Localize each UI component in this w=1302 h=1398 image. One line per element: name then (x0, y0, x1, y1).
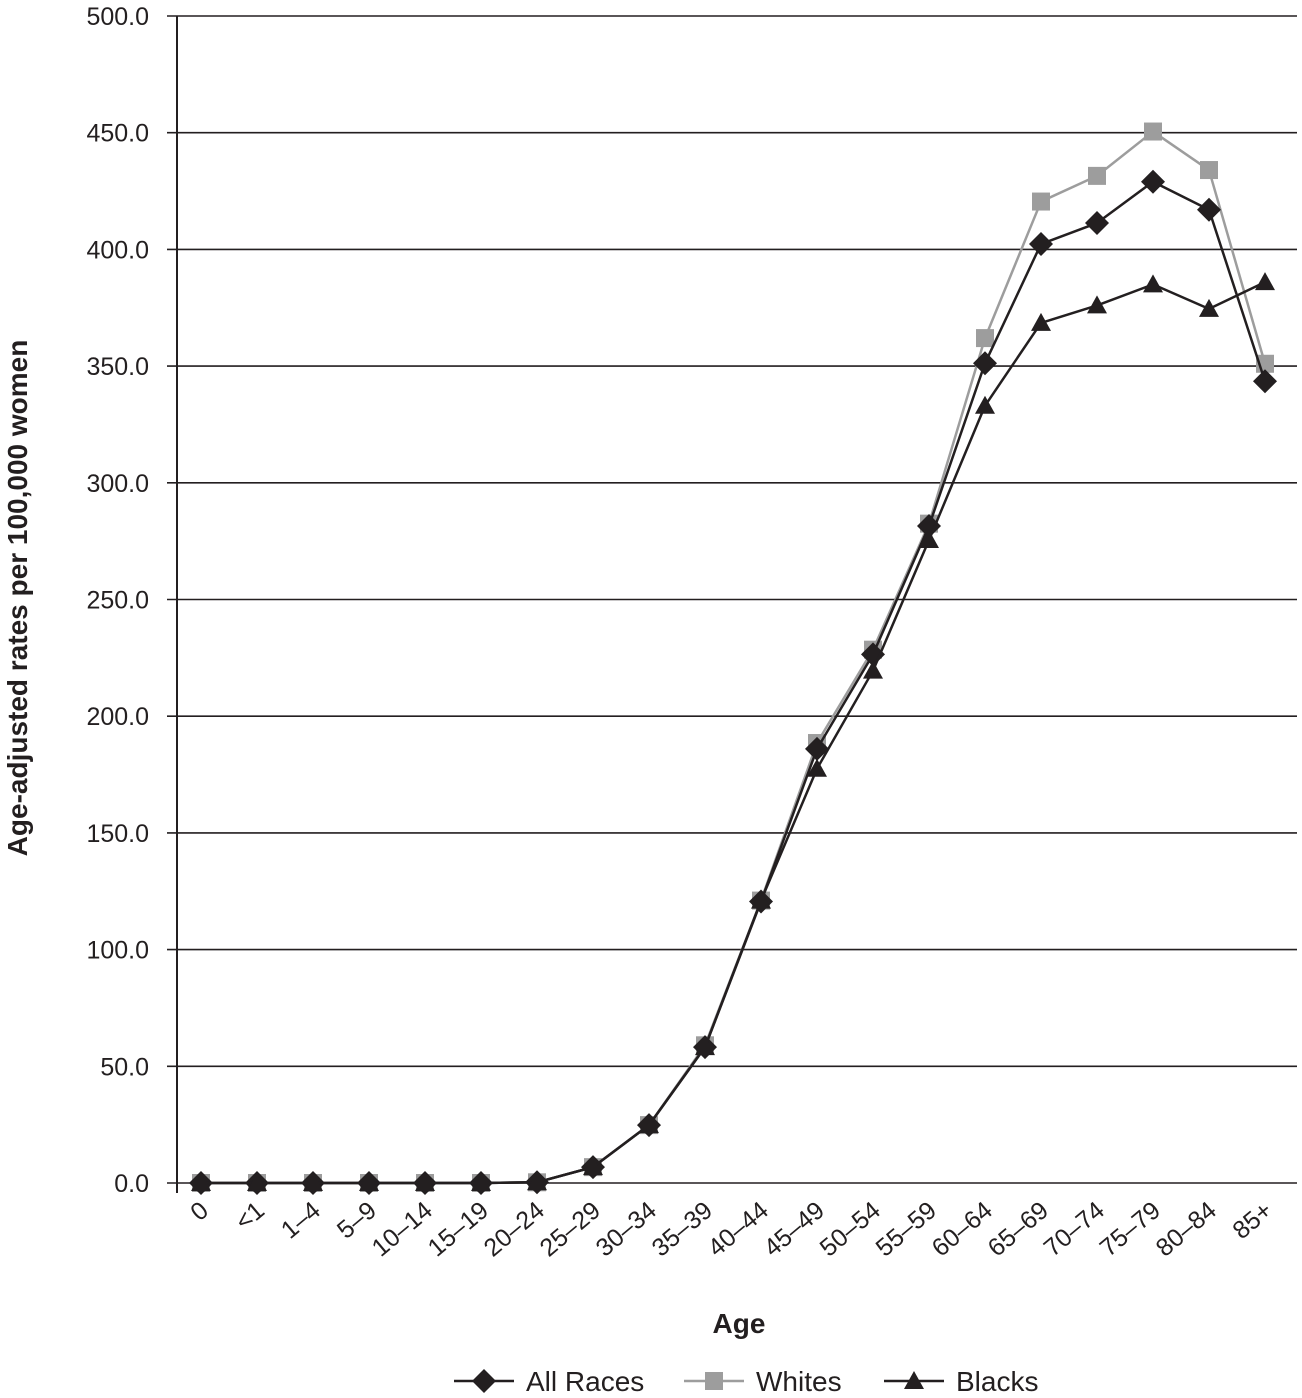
x-tick-label: 40–44 (703, 1196, 774, 1262)
y-tick-label: 450.0 (86, 120, 149, 148)
series-all-races (189, 169, 1277, 1195)
data-point-all-races (1141, 169, 1165, 194)
legend-label-blacks: Blacks (956, 1366, 1038, 1397)
data-point-blacks (919, 529, 939, 548)
data-point-blacks (1087, 295, 1107, 314)
x-tick-label: <1 (230, 1196, 270, 1236)
x-tick-label: 10–14 (367, 1196, 438, 1262)
x-tick-label: 60–64 (927, 1196, 998, 1262)
x-tick-label: 20–24 (479, 1196, 550, 1262)
data-point-whites (1200, 161, 1218, 180)
data-point-all-races (973, 351, 997, 376)
series-line-blacks (201, 280, 1266, 1185)
y-tick-labels: 0.0 50.0 100.0 150.0 200.0 250.0 300.0 350.0 400… (86, 3, 149, 1198)
x-tick-label: 55–59 (871, 1196, 942, 1262)
x-tick-label: 1–4 (276, 1196, 326, 1244)
data-point-blacks (583, 1157, 603, 1176)
data-point-blacks (1255, 272, 1275, 291)
data-point-blacks (751, 890, 771, 909)
data-point-blacks (303, 1173, 323, 1191)
gridlines (167, 15, 1297, 1184)
y-tick-label: 400.0 (86, 236, 149, 264)
data-point-all-races (1197, 197, 1221, 222)
x-tick-label: 85+ (1227, 1196, 1277, 1245)
x-tick-label: 70–74 (1039, 1196, 1110, 1262)
legend-item-blacks: Blacks (884, 1366, 1038, 1397)
legend-marker-blacks (904, 1371, 924, 1389)
data-point-blacks (471, 1173, 491, 1191)
x-tick-label: 15–19 (423, 1196, 494, 1262)
data-point-blacks (695, 1037, 715, 1056)
series-line-all-races (201, 180, 1267, 1185)
y-tick-label: 200.0 (86, 703, 149, 731)
data-point-blacks (1031, 312, 1051, 331)
y-tick-label: 100.0 (86, 937, 149, 965)
data-point-blacks (639, 1115, 659, 1134)
x-tick-label: 80–84 (1151, 1196, 1222, 1262)
y-tick-label: 50.0 (100, 1053, 149, 1081)
series-group (189, 122, 1277, 1195)
x-tick-label: 25–29 (535, 1196, 606, 1262)
data-point-blacks (359, 1173, 379, 1191)
data-point-blacks (247, 1173, 267, 1191)
data-point-blacks (1199, 298, 1219, 317)
x-axis-title: Age (713, 1308, 766, 1339)
data-point-blacks (415, 1173, 435, 1191)
legend: All Races Whites Blacks (454, 1366, 1038, 1397)
y-tick-label: 350.0 (86, 353, 149, 381)
y-tick-label: 150.0 (86, 820, 149, 848)
data-point-all-races (1029, 232, 1053, 257)
y-tick-label: 250.0 (86, 587, 149, 615)
legend-label-whites: Whites (756, 1366, 842, 1397)
data-point-all-races (1085, 211, 1109, 236)
series-whites (192, 122, 1274, 1192)
legend-marker-whites (705, 1372, 723, 1390)
x-tick-label: 75–79 (1095, 1196, 1166, 1262)
x-tick-label: 45–49 (759, 1196, 830, 1262)
legend-item-whites: Whites (684, 1366, 842, 1397)
legend-item-all-races: All Races (454, 1366, 644, 1397)
y-tick-label: 0.0 (114, 1170, 149, 1198)
y-axis-title: Age-adjusted rates per 100,000 women (2, 340, 33, 857)
data-point-all-races (805, 736, 829, 761)
x-tick-label: 30–34 (591, 1196, 662, 1262)
data-point-whites (1144, 122, 1162, 141)
x-tick-labels: 0 <1 1–4 5–910–1415–1920–2425–2930–3435–394… (185, 1196, 1278, 1262)
series-line-whites (201, 130, 1267, 1185)
data-point-all-races (1253, 369, 1277, 394)
data-point-all-races (917, 513, 941, 538)
y-tick-label: 500.0 (86, 3, 149, 31)
x-tick-label: 50–54 (815, 1196, 886, 1262)
data-point-blacks (191, 1173, 211, 1191)
data-point-whites (1088, 166, 1106, 185)
x-tick-label: 65–69 (983, 1196, 1054, 1262)
series-blacks (191, 272, 1275, 1191)
data-point-blacks (863, 660, 883, 679)
x-tick-label: 0 (185, 1196, 214, 1226)
data-point-blacks (1143, 274, 1163, 293)
x-tick-label: 35–39 (647, 1196, 718, 1262)
data-point-whites (976, 329, 994, 348)
data-point-all-races (861, 642, 885, 667)
data-point-whites (1032, 192, 1050, 211)
legend-marker-all-races (472, 1369, 496, 1393)
data-point-blacks (975, 395, 995, 414)
legend-label-all-races: All Races (526, 1366, 644, 1397)
data-point-blacks (527, 1172, 547, 1191)
data-point-blacks (807, 758, 827, 777)
y-tick-label: 300.0 (86, 470, 149, 498)
